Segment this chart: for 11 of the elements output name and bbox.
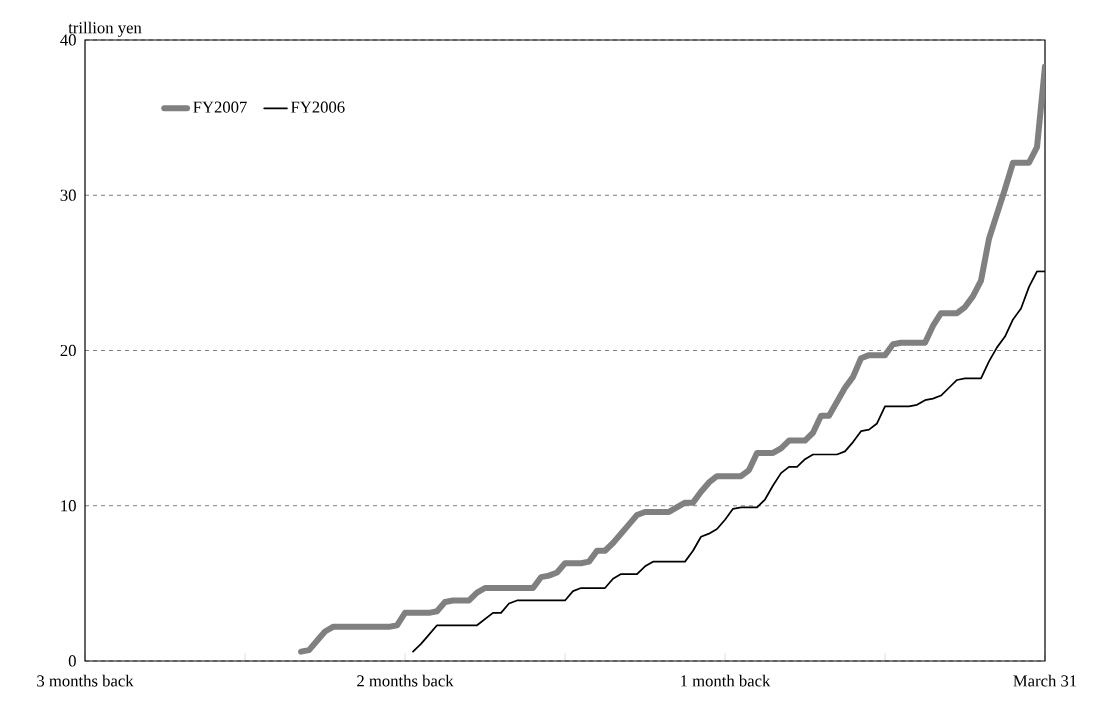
x-tick-label: 2 months back: [357, 674, 454, 687]
legend-label: FY2007: [193, 101, 247, 113]
legend-label: FY2006: [290, 101, 345, 113]
x-tick-label: March 31: [1013, 674, 1077, 687]
y-tick-label: 20: [60, 344, 76, 357]
y-tick-label: 40: [60, 34, 76, 46]
x-tick-label: 3 months back: [37, 674, 134, 687]
y-tick-label: 30: [60, 189, 76, 201]
y-tick-label: 0: [68, 655, 76, 667]
y-tick-label: 10: [61, 500, 76, 512]
x-tick-label: 1 month back: [681, 674, 771, 687]
